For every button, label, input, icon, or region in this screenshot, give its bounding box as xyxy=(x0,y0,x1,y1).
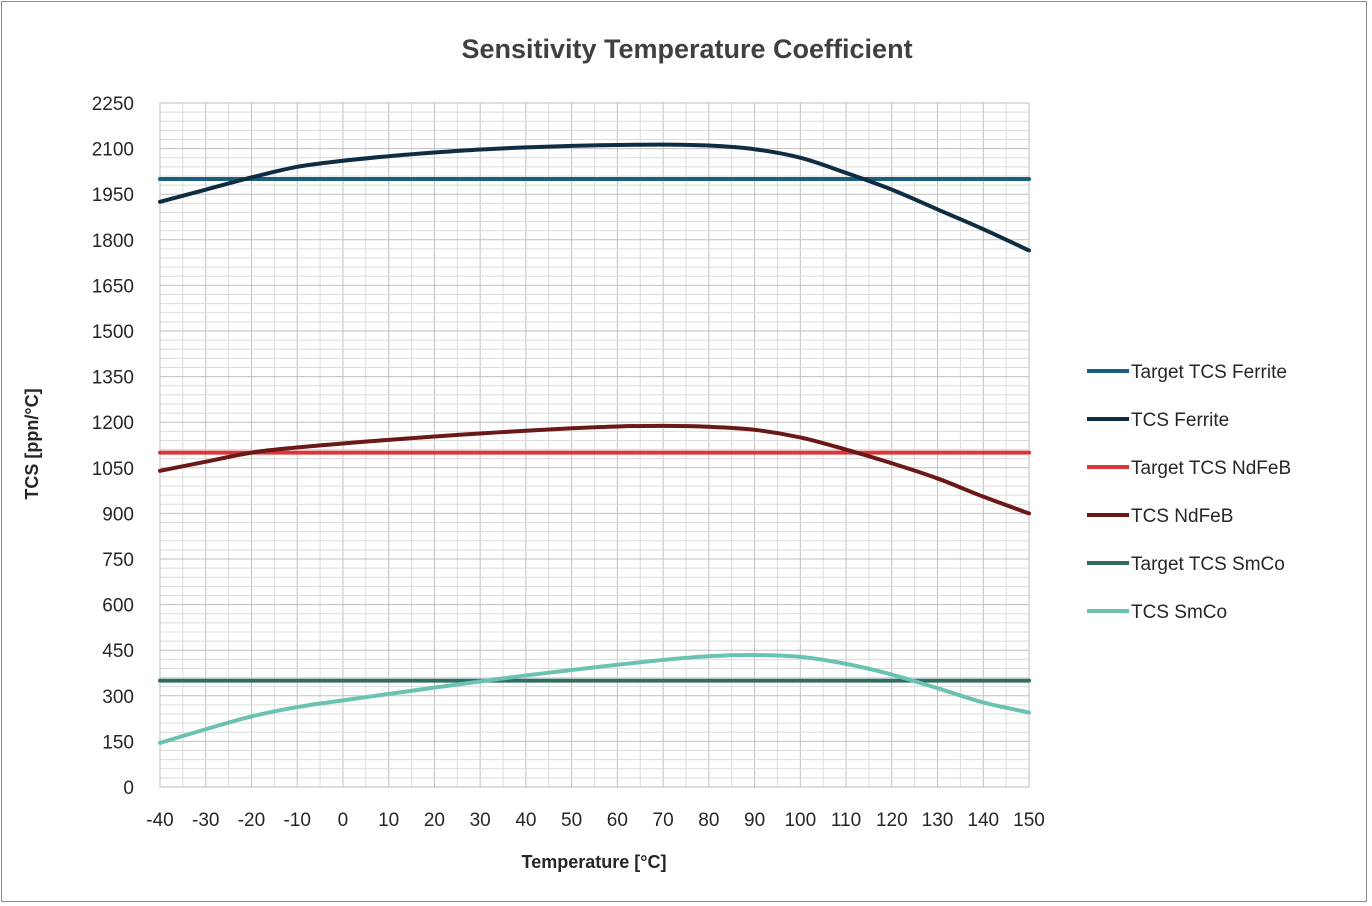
x-tick-label: 90 xyxy=(744,810,765,831)
y-tick-label: 0 xyxy=(123,778,134,799)
plot-area xyxy=(159,102,1030,788)
series-line-tcs-smco xyxy=(158,653,1031,745)
y-tick-label: 1350 xyxy=(92,368,134,389)
y-tick-label: 2100 xyxy=(92,140,134,161)
y-tick-label: 1800 xyxy=(92,231,134,252)
y-tick-label: 1200 xyxy=(92,413,134,434)
x-tick-label: -10 xyxy=(283,810,310,831)
y-tick-label: 150 xyxy=(102,732,134,753)
x-tick-label: 70 xyxy=(653,810,674,831)
x-tick-label: 60 xyxy=(607,810,628,831)
y-tick-label: 1050 xyxy=(92,459,134,480)
y-tick-label: 1950 xyxy=(92,185,134,206)
x-tick-label: 20 xyxy=(424,810,445,831)
x-tick-label: 100 xyxy=(784,810,816,831)
legend-label-target-tcs-ndfeb: Target TCS NdFeB xyxy=(1131,458,1291,479)
x-tick-label: 140 xyxy=(967,810,999,831)
x-tick-label: 50 xyxy=(561,810,582,831)
grid-lines xyxy=(159,102,1030,788)
legend-label-target-tcs-smco: Target TCS SmCo xyxy=(1131,554,1285,575)
x-tick-label: 150 xyxy=(1013,810,1045,831)
y-tick-label: 750 xyxy=(102,550,134,571)
x-tick-labels: -40 -30 -20 -10 0 10 20 30 40 50 60 70 80 90 100 110 120… xyxy=(146,810,1045,831)
legend-label-tcs-ferrite: TCS Ferrite xyxy=(1131,410,1229,431)
x-tick-label: -20 xyxy=(238,810,265,831)
series-lines xyxy=(158,142,1031,745)
x-tick-label: 10 xyxy=(378,810,399,831)
x-tick-label: -30 xyxy=(192,810,219,831)
y-tick-label: 1500 xyxy=(92,322,134,343)
y-axis-title: TCS [ppn/°C] xyxy=(22,388,42,499)
y-tick-label: 600 xyxy=(102,596,134,617)
legend-label-target-tcs-ferrite: Target TCS Ferrite xyxy=(1131,362,1287,383)
x-tick-label: 30 xyxy=(470,810,491,831)
y-tick-label: 1650 xyxy=(92,276,134,297)
y-tick-label: 900 xyxy=(102,504,134,525)
legend-label-tcs-ndfeb: TCS NdFeB xyxy=(1131,506,1233,527)
x-axis-title: Temperature [°C] xyxy=(522,852,667,872)
y-tick-label: 450 xyxy=(102,641,134,662)
y-tick-labels: 0 150 300 450 600 750 900 1050 1200 1350 1500 1650 1… xyxy=(92,94,134,799)
x-tick-label: -40 xyxy=(146,810,173,831)
x-tick-label: 120 xyxy=(876,810,908,831)
legend: Target TCS Ferrite TCS Ferrite Target TCS … xyxy=(1087,362,1291,623)
y-tick-label: 2250 xyxy=(92,94,134,115)
chart-title: Sensitivity Temperature Coefficient xyxy=(461,34,912,64)
series-line-tcs-ndfeb xyxy=(158,423,1031,516)
x-tick-label: 110 xyxy=(831,810,861,831)
x-tick-label: 80 xyxy=(698,810,719,831)
x-tick-label: 40 xyxy=(515,810,536,831)
x-tick-label: 0 xyxy=(338,810,349,831)
y-tick-label: 300 xyxy=(102,687,134,708)
x-tick-label: 130 xyxy=(922,810,954,831)
legend-label-tcs-smco: TCS SmCo xyxy=(1131,602,1227,623)
series-line-tcs-ferrite xyxy=(158,142,1031,253)
